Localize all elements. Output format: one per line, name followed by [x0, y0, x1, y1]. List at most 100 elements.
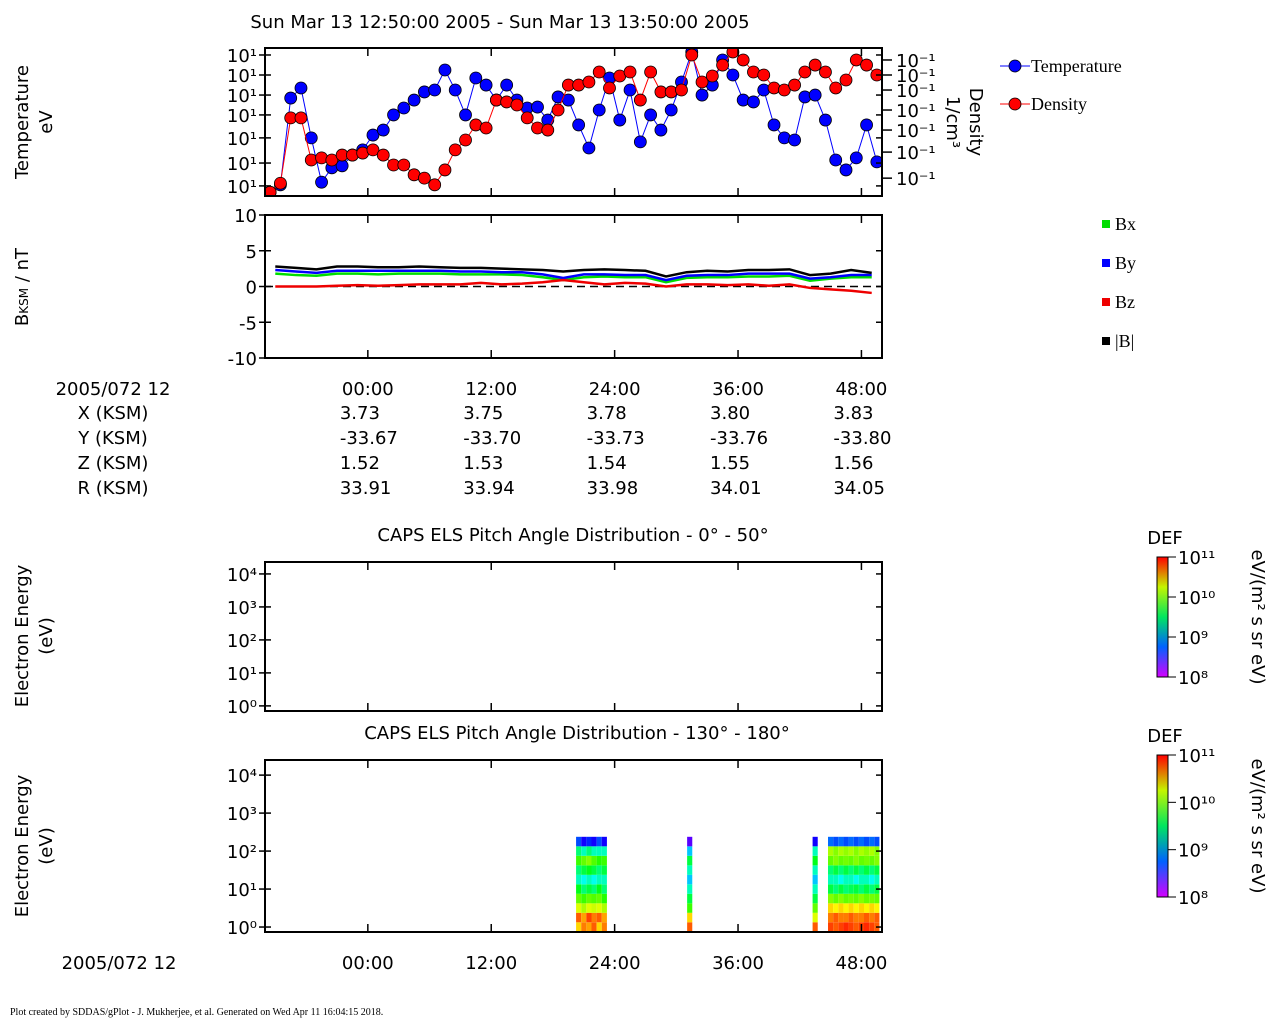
data-point [603, 81, 616, 95]
colorbar-label: eV/(m² s sr eV) [1247, 550, 1268, 685]
spectrogram-cell [853, 884, 859, 894]
spectrogram-cell [576, 903, 582, 913]
spectrogram-cell [591, 865, 597, 875]
y2-tick-label: 10⁻¹ [896, 143, 936, 164]
spectrogram-cell [869, 846, 875, 856]
spectrogram-cell [858, 855, 865, 866]
y-label: eV [36, 110, 57, 134]
spectrogram-cell [576, 855, 582, 866]
data-point [767, 118, 781, 132]
spectrogram-cell [869, 874, 875, 885]
panel-title: CAPS ELS Pitch Angle Distribution - 130°… [364, 723, 790, 744]
data-point [315, 175, 328, 189]
data-point [747, 95, 760, 109]
spectrogram-cell [833, 846, 839, 856]
spectrogram-cell [848, 912, 854, 923]
data-point [459, 133, 472, 147]
data-point [582, 75, 596, 89]
plot-frame [264, 47, 883, 197]
data-point [644, 108, 658, 122]
data-point [777, 83, 791, 97]
spectrogram-cell [581, 874, 587, 885]
data-point [829, 153, 843, 167]
y-tick-label: 10² [227, 842, 257, 863]
spectrogram-cell [848, 836, 854, 847]
spectrogram-cell [848, 884, 854, 894]
spectrogram-cell [687, 836, 693, 847]
spectrogram-cell [576, 884, 582, 894]
data-point [397, 101, 411, 115]
spectrogram-cell [601, 855, 607, 866]
spectrogram-cell [843, 865, 849, 875]
y-label: Electron Energy [12, 774, 33, 917]
data-point [654, 123, 668, 137]
spectrogram-cell [687, 903, 693, 913]
spectrogram-cell [833, 922, 839, 932]
ephemeris-value: -33.76 [710, 428, 768, 449]
data-point [438, 63, 452, 77]
spectrogram-cell [586, 836, 592, 847]
ephemeris-value: 34.01 [710, 478, 762, 499]
data-point [767, 81, 781, 95]
panel-title: CAPS ELS Pitch Angle Distribution - 0° -… [377, 525, 768, 546]
spectrogram-cell [874, 836, 880, 847]
data-point [839, 73, 853, 87]
spectrogram-cell [586, 865, 592, 875]
spectrogram-cell [581, 846, 587, 856]
x-tick-label: 36:00 [712, 379, 764, 400]
y-tick-label: 10 [234, 206, 257, 227]
data-point [500, 78, 514, 92]
spectrogram-cell [853, 893, 859, 904]
spectrogram-cell [596, 884, 602, 894]
spectrogram-cell [581, 912, 587, 923]
colorbar-tick-label: 10⁸ [1178, 668, 1208, 689]
y2-tick-label: 10⁻¹ [896, 169, 936, 190]
spectrogram-cell [843, 836, 849, 847]
spectrogram-cell [576, 922, 582, 932]
spectrogram-cell [833, 893, 839, 904]
spectrogram-cell [591, 912, 597, 923]
y-label: Electron Energy [12, 564, 33, 707]
data-point [551, 103, 565, 117]
colorbar [1156, 754, 1169, 898]
x-tick-label: 12:00 [465, 953, 517, 974]
series-line [275, 272, 872, 284]
spectrogram-cell [853, 874, 859, 885]
data-point [685, 48, 699, 62]
ephemeris-value: 1.52 [340, 453, 380, 474]
ephemeris-label: X (KSM) [78, 403, 149, 424]
spectrogram-cell [812, 855, 818, 866]
spectrogram-cell [812, 922, 818, 932]
data-point [695, 88, 709, 102]
spectrogram-cell [843, 884, 849, 894]
spectrogram-cell [596, 922, 602, 932]
spectrogram-cell [576, 836, 582, 847]
x-tick-label: 12:00 [465, 379, 517, 400]
data-point [726, 48, 740, 59]
spectrogram-cell [586, 922, 592, 932]
data-point [304, 131, 318, 145]
data-point [633, 93, 647, 107]
spectrogram-cell [858, 884, 865, 894]
data-point [572, 118, 586, 132]
spectrogram-cell [687, 865, 693, 875]
data-point [623, 83, 637, 97]
data-point [366, 128, 380, 142]
data-point [592, 103, 606, 117]
y-tick-label: 10³ [227, 804, 257, 825]
y-tick-label: 10³ [227, 598, 257, 619]
spectrogram-cell [838, 865, 844, 875]
data-point [376, 123, 390, 137]
ephemeris-value: 3.83 [833, 403, 873, 424]
footer: Plot created by SDDAS/gPlot - J. Mukherj… [10, 1007, 383, 1018]
legend-label: Temperature [1031, 56, 1122, 76]
spectrogram-cell [848, 922, 854, 932]
data-point [448, 143, 462, 157]
y-tick-label: 10¹ [227, 86, 257, 107]
spectrogram-cell [687, 846, 693, 856]
ephemeris-value: 3.73 [340, 403, 380, 424]
spectrogram-cell [848, 865, 854, 875]
y-tick-label: 10¹ [227, 129, 257, 150]
spectrogram-cell [812, 846, 818, 856]
